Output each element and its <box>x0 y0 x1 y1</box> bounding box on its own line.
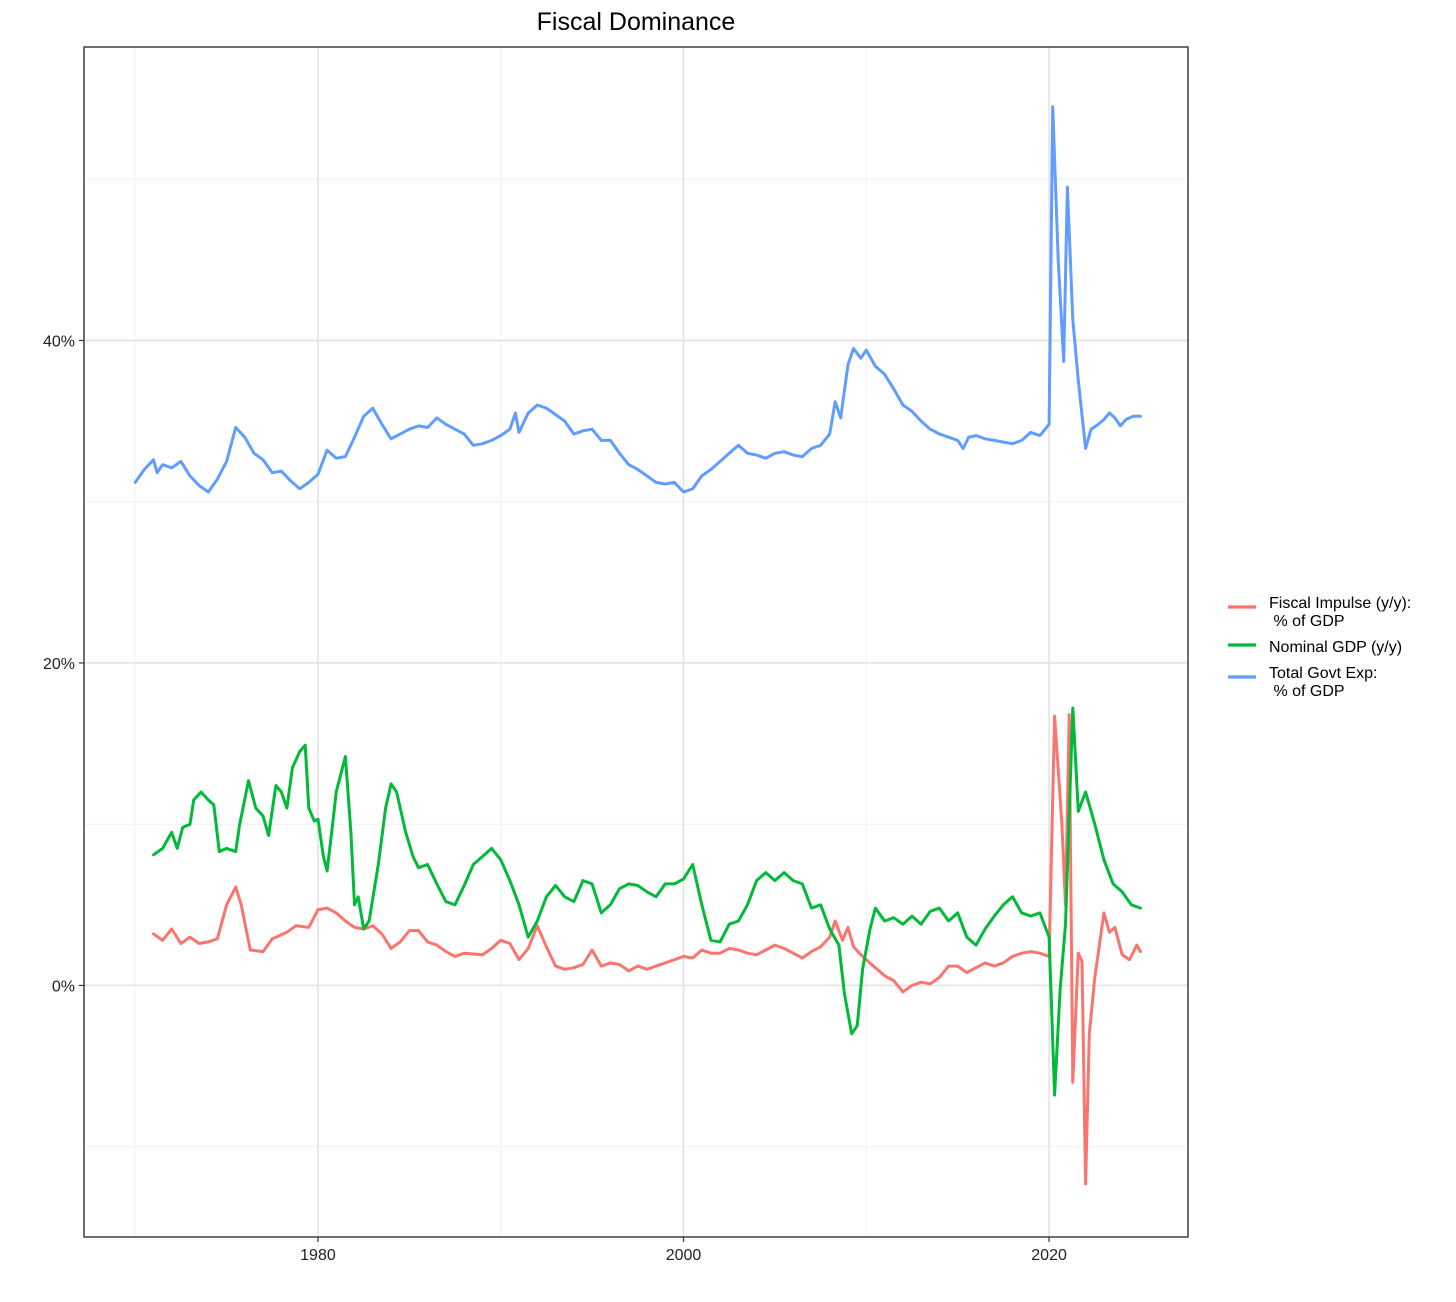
panel-border <box>83 46 1189 1238</box>
legend-label-3: Total Govt Exp: % of GDP <box>1269 665 1378 700</box>
legend-label-2: Nominal GDP (y/y) <box>1269 639 1402 656</box>
series-line-1 <box>152 713 1142 1186</box>
series-lines <box>133 105 1142 1186</box>
legend-label-1: Fiscal Impulse (y/y): % of GDP <box>1269 595 1411 630</box>
x-tick-label: 1980 <box>300 1247 336 1264</box>
y-tick-label: 40% <box>43 333 75 350</box>
axis-ticks: 1980 2000 2020 0% 20% 40% <box>43 333 1067 1264</box>
plot-panel <box>84 47 1188 1237</box>
plot-background <box>84 47 1188 1237</box>
grid <box>84 47 1188 1237</box>
legend: Fiscal Impulse (y/y): % of GDP Nominal GD… <box>1228 595 1411 700</box>
x-tick-label: 2020 <box>1031 1247 1067 1264</box>
series-line-3 <box>133 105 1142 494</box>
x-tick-label: 2000 <box>666 1247 702 1264</box>
y-tick-label: 0% <box>52 978 75 995</box>
series-line-2 <box>152 706 1142 1097</box>
chart-title: Fiscal Dominance <box>537 8 736 36</box>
y-tick-label: 20% <box>43 656 75 673</box>
